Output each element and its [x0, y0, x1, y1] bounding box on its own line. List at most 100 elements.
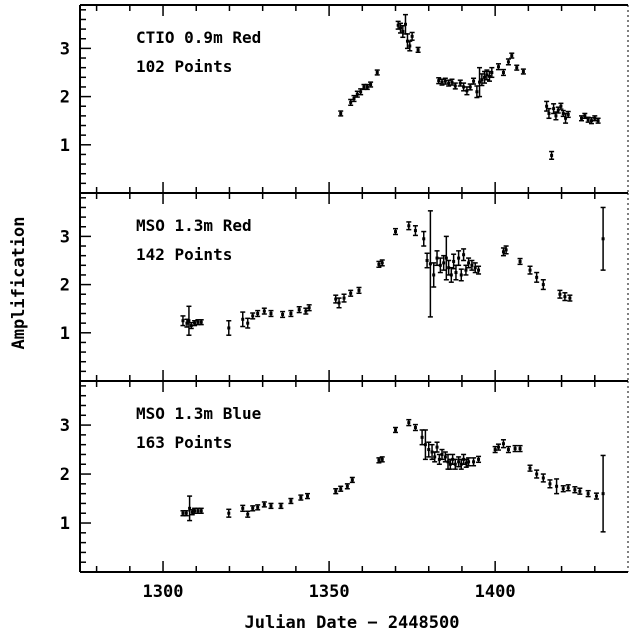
- panel-1: 1 2 3 CTIO 0.9m Red 102 Points: [60, 4, 629, 194]
- data-marker: [438, 263, 442, 267]
- data-point: [442, 77, 448, 85]
- data-marker: [416, 48, 420, 52]
- data-point: [421, 230, 427, 247]
- data-marker: [289, 499, 293, 503]
- data-marker: [345, 484, 349, 488]
- data-point: [226, 508, 232, 518]
- data-marker: [558, 292, 562, 296]
- data-marker: [355, 92, 359, 96]
- data-marker: [227, 326, 231, 330]
- data-point: [567, 294, 573, 302]
- data-marker: [477, 457, 481, 461]
- data-marker: [444, 256, 448, 260]
- data-point: [500, 439, 506, 449]
- data-marker: [465, 89, 469, 93]
- data-point: [368, 81, 374, 88]
- data-point: [476, 455, 482, 464]
- data-marker: [488, 74, 492, 78]
- data-marker: [568, 296, 572, 300]
- data-marker: [541, 283, 545, 287]
- data-point: [517, 444, 523, 453]
- data-marker: [279, 504, 283, 508]
- data-marker: [184, 511, 188, 515]
- data-point: [534, 271, 540, 283]
- data-marker: [190, 510, 194, 514]
- x-tick-label: 1350: [309, 582, 350, 602]
- data-marker: [478, 80, 482, 84]
- data-marker: [227, 511, 231, 515]
- data-marker: [548, 482, 552, 486]
- data-point: [471, 457, 477, 467]
- data-point: [393, 227, 399, 236]
- data-point: [461, 248, 467, 262]
- x-axis-title: Julian Date − 2448500: [245, 613, 460, 633]
- data-marker: [425, 258, 429, 262]
- data-point: [505, 445, 511, 454]
- data-marker: [339, 487, 343, 491]
- data-marker: [449, 273, 453, 277]
- data-point: [376, 457, 382, 464]
- data-marker: [480, 78, 484, 82]
- data-point: [600, 454, 606, 533]
- data-marker: [462, 85, 466, 89]
- data-point: [500, 68, 506, 77]
- data-point: [379, 259, 385, 267]
- data-point: [471, 77, 477, 85]
- data-point: [443, 235, 449, 281]
- data-marker: [299, 496, 303, 500]
- data-marker: [297, 308, 301, 312]
- data-marker: [422, 237, 426, 241]
- data-marker: [601, 237, 605, 241]
- data-marker: [483, 75, 487, 79]
- data-point: [452, 458, 458, 470]
- data-point: [348, 289, 354, 297]
- data-marker: [251, 506, 255, 510]
- data-point: [546, 107, 552, 120]
- data-point: [554, 478, 560, 495]
- data-point: [577, 487, 583, 495]
- data-marker: [535, 472, 539, 476]
- data-point: [245, 510, 251, 518]
- data-marker: [269, 312, 273, 316]
- data-marker: [457, 256, 461, 260]
- data-marker: [304, 309, 308, 313]
- data-point: [349, 476, 355, 484]
- data-marker: [413, 426, 417, 430]
- data-point: [180, 315, 186, 327]
- data-marker: [518, 259, 522, 263]
- data-marker: [446, 460, 450, 464]
- data-point: [306, 304, 312, 312]
- data-point: [338, 110, 344, 117]
- data-marker: [447, 81, 451, 85]
- data-point: [351, 94, 357, 103]
- data-marker: [262, 502, 266, 506]
- data-point: [183, 510, 189, 517]
- y-tick-label: 3: [60, 39, 70, 59]
- data-point: [419, 429, 425, 446]
- data-point: [588, 117, 594, 125]
- data-marker: [410, 34, 414, 38]
- data-point: [517, 257, 523, 266]
- data-point: [505, 58, 511, 66]
- data-marker: [437, 457, 441, 461]
- data-marker: [541, 476, 545, 480]
- data-point: [593, 492, 599, 500]
- data-marker: [501, 70, 505, 74]
- data-marker: [357, 288, 361, 292]
- data-point: [412, 423, 418, 432]
- data-point: [188, 321, 194, 330]
- data-marker: [185, 321, 189, 325]
- data-point: [467, 83, 473, 91]
- panel-title: MSO 1.3m Red: [136, 216, 252, 235]
- data-marker: [506, 60, 510, 64]
- y-tick-label: 2: [60, 276, 70, 296]
- data-marker: [586, 492, 590, 496]
- data-marker: [394, 230, 398, 234]
- data-marker: [518, 447, 522, 451]
- data-point: [492, 445, 498, 454]
- data-point: [579, 115, 585, 122]
- data-point: [255, 309, 261, 318]
- data-point: [457, 79, 463, 87]
- data-marker: [510, 54, 514, 58]
- data-marker: [187, 319, 191, 323]
